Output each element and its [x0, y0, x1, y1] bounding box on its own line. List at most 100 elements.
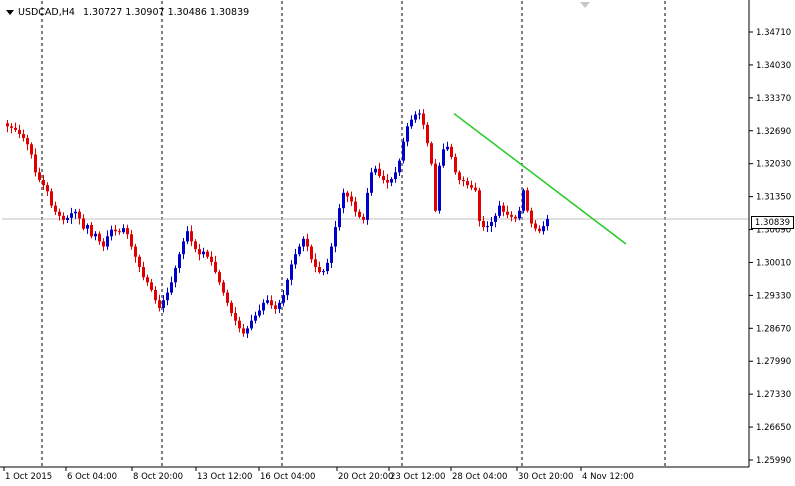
candle-body — [490, 221, 493, 227]
candle — [18, 124, 21, 139]
candle — [22, 129, 25, 142]
candle — [6, 119, 9, 133]
candle-body — [478, 190, 481, 221]
candle — [214, 255, 217, 274]
candle-body — [418, 113, 421, 115]
candle-body — [234, 313, 237, 321]
candle — [34, 148, 37, 177]
candle-body — [98, 233, 101, 242]
candle-body — [210, 256, 213, 262]
candle — [318, 261, 321, 274]
candle — [138, 254, 141, 273]
candle-body — [510, 214, 513, 217]
candle-body — [170, 282, 173, 293]
candle — [154, 286, 157, 304]
candle — [506, 205, 509, 219]
candle-body — [130, 234, 133, 247]
candle — [310, 244, 313, 263]
price-tick-label: 1.31350 — [756, 193, 791, 203]
candle-body — [282, 295, 285, 303]
candle — [302, 236, 305, 252]
candle — [54, 201, 57, 216]
candle-body — [30, 144, 33, 155]
candle — [358, 209, 361, 219]
candle-body — [430, 143, 433, 164]
candle — [454, 153, 457, 175]
candle — [430, 141, 433, 166]
candle-body — [398, 160, 401, 173]
candle — [542, 221, 545, 235]
candle-body — [326, 262, 329, 272]
candle — [126, 224, 129, 239]
candle-body — [90, 225, 93, 237]
candle-body — [502, 205, 505, 212]
candle — [98, 231, 101, 245]
candle — [442, 143, 445, 168]
candle — [422, 109, 425, 130]
candle — [290, 260, 293, 286]
candle — [206, 249, 209, 259]
grid-layer — [2, 1, 749, 467]
candle — [246, 325, 249, 339]
time-tick-label: 23 Oct 12:00 — [390, 472, 445, 482]
candle-body — [266, 300, 269, 303]
candle — [26, 134, 29, 151]
candle — [482, 215, 485, 231]
candle — [466, 177, 469, 189]
candle-body — [26, 138, 29, 145]
candle — [90, 222, 93, 239]
candle — [322, 269, 325, 276]
candle-body — [6, 123, 9, 127]
candle — [502, 202, 505, 217]
dropdown-triangle-icon[interactable] — [6, 9, 14, 15]
time-tick-label: 30 Oct 20:00 — [518, 472, 573, 482]
candle-body — [126, 228, 129, 235]
candle-body — [414, 114, 417, 120]
candle-body — [242, 328, 245, 334]
candle-body — [390, 179, 393, 183]
candle — [194, 239, 197, 253]
candle — [518, 206, 521, 221]
candle-body — [518, 210, 521, 219]
candle — [270, 295, 273, 309]
candle-body — [434, 163, 437, 211]
candle — [186, 226, 189, 245]
candle — [174, 265, 177, 288]
candle-body — [142, 266, 145, 278]
candle — [266, 295, 269, 305]
candle — [274, 301, 277, 314]
candle-body — [18, 129, 21, 134]
candles-layer — [6, 109, 549, 339]
candle — [390, 177, 393, 187]
candle-body — [382, 175, 385, 181]
candle — [198, 243, 201, 261]
candle — [110, 225, 113, 241]
candle-body — [534, 223, 537, 229]
candle-body — [466, 181, 469, 186]
candle-body — [542, 226, 545, 232]
candle — [414, 111, 417, 123]
candle — [294, 248, 297, 269]
candle-body — [218, 272, 221, 283]
candle-body — [102, 241, 105, 247]
candle — [250, 314, 253, 331]
trendline-layer — [453, 112, 627, 245]
time-tick-label: 13 Oct 12:00 — [197, 472, 252, 482]
candle-body — [498, 205, 501, 216]
candle — [118, 228, 121, 235]
candle-body — [258, 310, 261, 316]
time-tick-label: 4 Nov 12:00 — [582, 472, 634, 482]
candle — [370, 167, 373, 196]
candle-body — [22, 133, 25, 139]
candle-body — [350, 196, 353, 202]
candle-body — [134, 246, 137, 257]
candle — [66, 215, 69, 224]
candle-body — [366, 192, 369, 220]
candle-body — [58, 211, 61, 216]
candle-body — [410, 119, 413, 127]
candle-body — [150, 282, 153, 291]
candle-body — [458, 172, 461, 181]
